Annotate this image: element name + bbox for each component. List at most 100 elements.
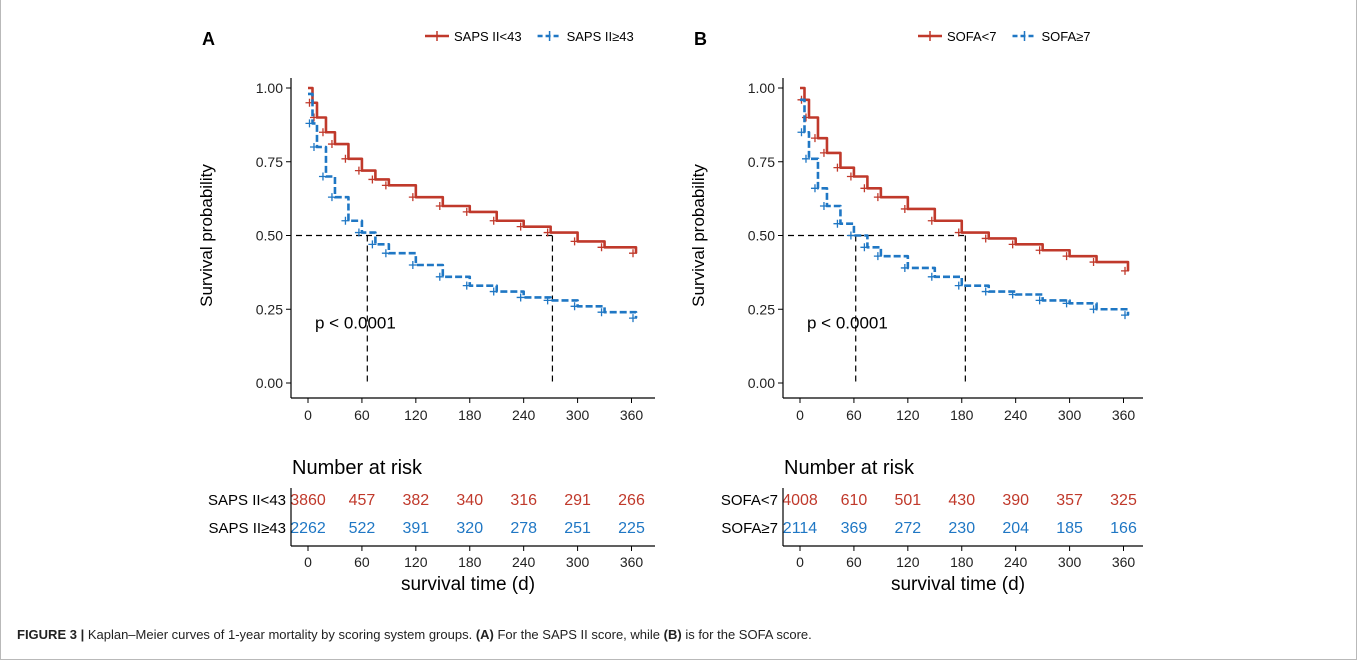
censor-mark (1035, 246, 1044, 255)
censor-mark (381, 249, 390, 258)
censor-mark (1008, 240, 1017, 249)
risk-value: 166 (1110, 520, 1137, 537)
risk-value: 325 (1110, 492, 1137, 509)
censor-mark (368, 240, 377, 249)
risk-value: 457 (349, 492, 376, 509)
censor-mark (327, 193, 336, 202)
risk-row-label: SOFA<7 (721, 492, 778, 509)
legend: SAPS II<43 SAPS II≥43 (425, 29, 634, 44)
censor-mark (1035, 296, 1044, 305)
y-tick-label: 0.50 (748, 228, 775, 244)
x-tick-label: 240 (512, 407, 536, 423)
risk-value: 522 (349, 520, 376, 537)
x-tick-label: 300 (1058, 407, 1082, 423)
censor-mark (462, 207, 471, 216)
censor-mark (860, 184, 869, 193)
y-tick-label: 0.25 (748, 301, 775, 317)
figure-caption: FIGURE 3 | Kaplan–Meier curves of 1-year… (17, 627, 812, 642)
censor-mark (597, 243, 606, 252)
risk-value: 2262 (290, 520, 326, 537)
censor-mark (408, 261, 417, 269)
risk-value: 225 (618, 520, 645, 537)
censor-mark (954, 228, 963, 237)
km-panel-a: A SAPS II<43 SAPS II≥43 0.00 0.25 0.50 0.75 1.0… (197, 29, 655, 595)
risk-x-tick-label: 0 (796, 554, 804, 570)
caption-ref-a: (A) (475, 627, 494, 642)
risk-x-tick-label: 180 (458, 554, 482, 570)
caption-text-1: Kaplan–Meier curves of 1-year mortality … (84, 627, 476, 642)
y-tick-label: 0.75 (256, 154, 283, 170)
y-tick-label: 0.50 (256, 228, 283, 244)
risk-x-tick-label: 240 (1004, 554, 1028, 570)
risk-x-tick-label: 240 (512, 554, 536, 570)
risk-table: Number at risk SAPS II<43 3860 457 382 340 316… (208, 457, 655, 595)
censor-mark (1089, 258, 1098, 267)
censor-mark (873, 252, 882, 261)
risk-value: 185 (1056, 520, 1083, 537)
censor-mark (354, 228, 363, 237)
risk-value: 316 (510, 492, 537, 509)
risk-value: 390 (1002, 492, 1029, 509)
censor-mark (543, 296, 552, 305)
censor-mark (381, 181, 390, 190)
y-tick-label: 1.00 (256, 80, 283, 96)
censor-mark (927, 216, 936, 225)
risk-row-label: SAPS II≥43 (209, 520, 286, 537)
censor-mark (860, 243, 869, 252)
censor-mark (489, 287, 498, 296)
risk-row-label: SOFA≥7 (721, 520, 778, 537)
risk-x-tick-label: 0 (304, 554, 312, 570)
x-tick-label: 240 (1004, 407, 1028, 423)
censor-mark (309, 143, 318, 151)
censor-mark (327, 140, 336, 149)
censor-mark (489, 216, 498, 225)
censor-mark (900, 263, 909, 272)
censor-mark (570, 302, 579, 311)
risk-value: 430 (948, 492, 975, 509)
censor-mark (846, 231, 855, 240)
x-tick-label: 180 (950, 407, 974, 423)
survival-curve (308, 86, 638, 254)
risk-value: 320 (456, 520, 483, 537)
p-value-annotation: p < 0.0001 (315, 313, 396, 332)
censor-mark (833, 219, 842, 228)
censor-mark (570, 237, 579, 246)
risk-row-label: SAPS II<43 (208, 492, 286, 509)
censor-mark (462, 281, 471, 290)
censor-mark (516, 222, 525, 231)
censor-mark (597, 308, 606, 317)
risk-x-tick-label: 360 (620, 554, 644, 570)
censor-mark (318, 172, 327, 181)
caption-text-2: For the SAPS II score, while (493, 627, 664, 642)
censor-mark (981, 287, 990, 296)
risk-value: 272 (894, 520, 921, 537)
censor-mark (305, 119, 314, 128)
panel-label: A (202, 29, 215, 49)
censor-mark (516, 293, 525, 302)
censor-mark (954, 281, 963, 290)
censor-mark (1062, 252, 1071, 261)
censor-mark (1008, 290, 1017, 299)
y-tick-label: 0.00 (748, 375, 775, 391)
censor-mark (408, 193, 417, 202)
risk-value: 369 (841, 520, 868, 537)
censor-mark (900, 204, 909, 213)
censor-mark (1062, 299, 1071, 308)
risk-x-tick-label: 60 (846, 554, 862, 570)
risk-value: 340 (456, 492, 483, 509)
km-panel-b: B SOFA<7 SOFA≥7 0.00 0.25 0.50 0.75 1.00 0 60 120 1… (689, 29, 1143, 595)
p-value-annotation: p < 0.0001 (807, 313, 888, 332)
censor-mark (1089, 305, 1098, 314)
x-axis-label: survival time (d) (891, 574, 1025, 595)
risk-value: 610 (841, 492, 868, 509)
figure-canvas: A SAPS II<43 SAPS II≥43 0.00 0.25 0.50 0.75 1.0… (197, 29, 1143, 595)
risk-x-tick-label: 360 (1112, 554, 1136, 570)
censor-mark (927, 272, 936, 281)
risk-table-title: Number at risk (784, 457, 915, 479)
risk-x-tick-label: 120 (404, 554, 428, 570)
risk-value: 204 (1002, 520, 1029, 537)
risk-table: Number at risk SOFA<7 4008 610 501 430 390 357 3… (721, 457, 1143, 595)
censor-mark (341, 154, 350, 163)
risk-value: 291 (564, 492, 591, 509)
y-axis-label: Survival probability (689, 164, 708, 307)
